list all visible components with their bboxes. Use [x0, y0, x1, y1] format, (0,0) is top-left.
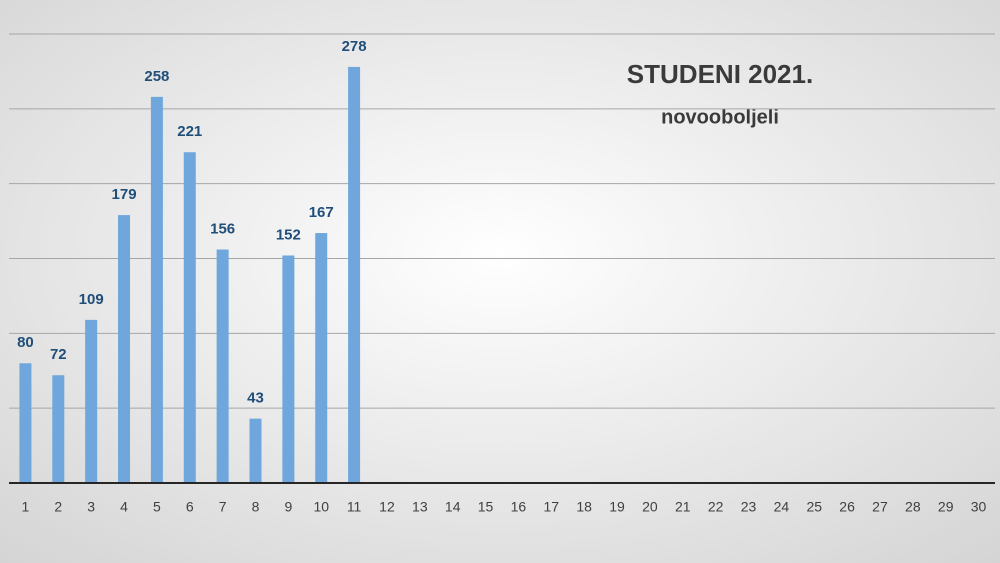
- bar: [85, 319, 98, 483]
- data-label: 179: [112, 186, 137, 203]
- x-tick-label: 17: [544, 499, 560, 515]
- x-tick-label: 9: [284, 499, 292, 515]
- x-tick-label: 13: [412, 499, 428, 515]
- data-label: 167: [309, 204, 334, 221]
- data-label: 72: [50, 346, 67, 363]
- data-label: 43: [247, 390, 264, 407]
- x-tick-label: 22: [708, 499, 724, 515]
- bar: [52, 375, 65, 483]
- x-tick-label: 15: [478, 499, 494, 515]
- bar: [315, 233, 328, 483]
- data-label: 156: [210, 220, 235, 237]
- x-tick-label: 11: [347, 499, 362, 515]
- data-label: 152: [276, 226, 301, 243]
- x-tick-label: 14: [445, 499, 461, 515]
- x-tick-label: 2: [54, 499, 62, 515]
- data-label: 80: [17, 334, 34, 351]
- x-tick-label: 23: [741, 499, 757, 515]
- bar: [282, 255, 295, 483]
- chart-subtitle: novooboljeli: [661, 106, 779, 128]
- x-tick-label: 26: [839, 499, 855, 515]
- x-tick-label: 3: [87, 499, 95, 515]
- bar: [216, 249, 229, 483]
- x-tick-label: 6: [186, 499, 194, 515]
- x-tick-label: 27: [872, 499, 888, 515]
- x-tick-label: 29: [938, 499, 954, 515]
- x-tick-label: 18: [576, 499, 592, 515]
- x-tick-label: 12: [379, 499, 395, 515]
- x-tick-label: 7: [219, 499, 227, 515]
- bar: [150, 96, 163, 484]
- x-tick-label: 10: [313, 499, 329, 515]
- data-label: 278: [342, 38, 367, 55]
- x-tick-label: 4: [120, 499, 128, 515]
- x-tick-label: 20: [642, 499, 658, 515]
- x-tick-label: 16: [511, 499, 527, 515]
- bar: [348, 66, 361, 483]
- x-tick-label: 5: [153, 499, 161, 515]
- x-tick-label: 25: [806, 499, 822, 515]
- x-tick-label: 24: [774, 499, 790, 515]
- data-label: 221: [177, 123, 202, 140]
- x-tick-label: 30: [971, 499, 987, 515]
- bar: [183, 152, 196, 483]
- x-tick-label: 19: [609, 499, 625, 515]
- x-tick-label: 21: [675, 499, 691, 515]
- bar: [118, 215, 131, 483]
- data-label: 109: [79, 291, 104, 308]
- bar: [19, 363, 32, 483]
- x-tick-label: 1: [22, 499, 30, 515]
- bar: [249, 418, 262, 483]
- x-tick-label: 28: [905, 499, 921, 515]
- x-tick-label: 8: [252, 499, 260, 515]
- data-label: 258: [144, 68, 169, 85]
- chart-title: STUDENI 2021.: [627, 59, 813, 89]
